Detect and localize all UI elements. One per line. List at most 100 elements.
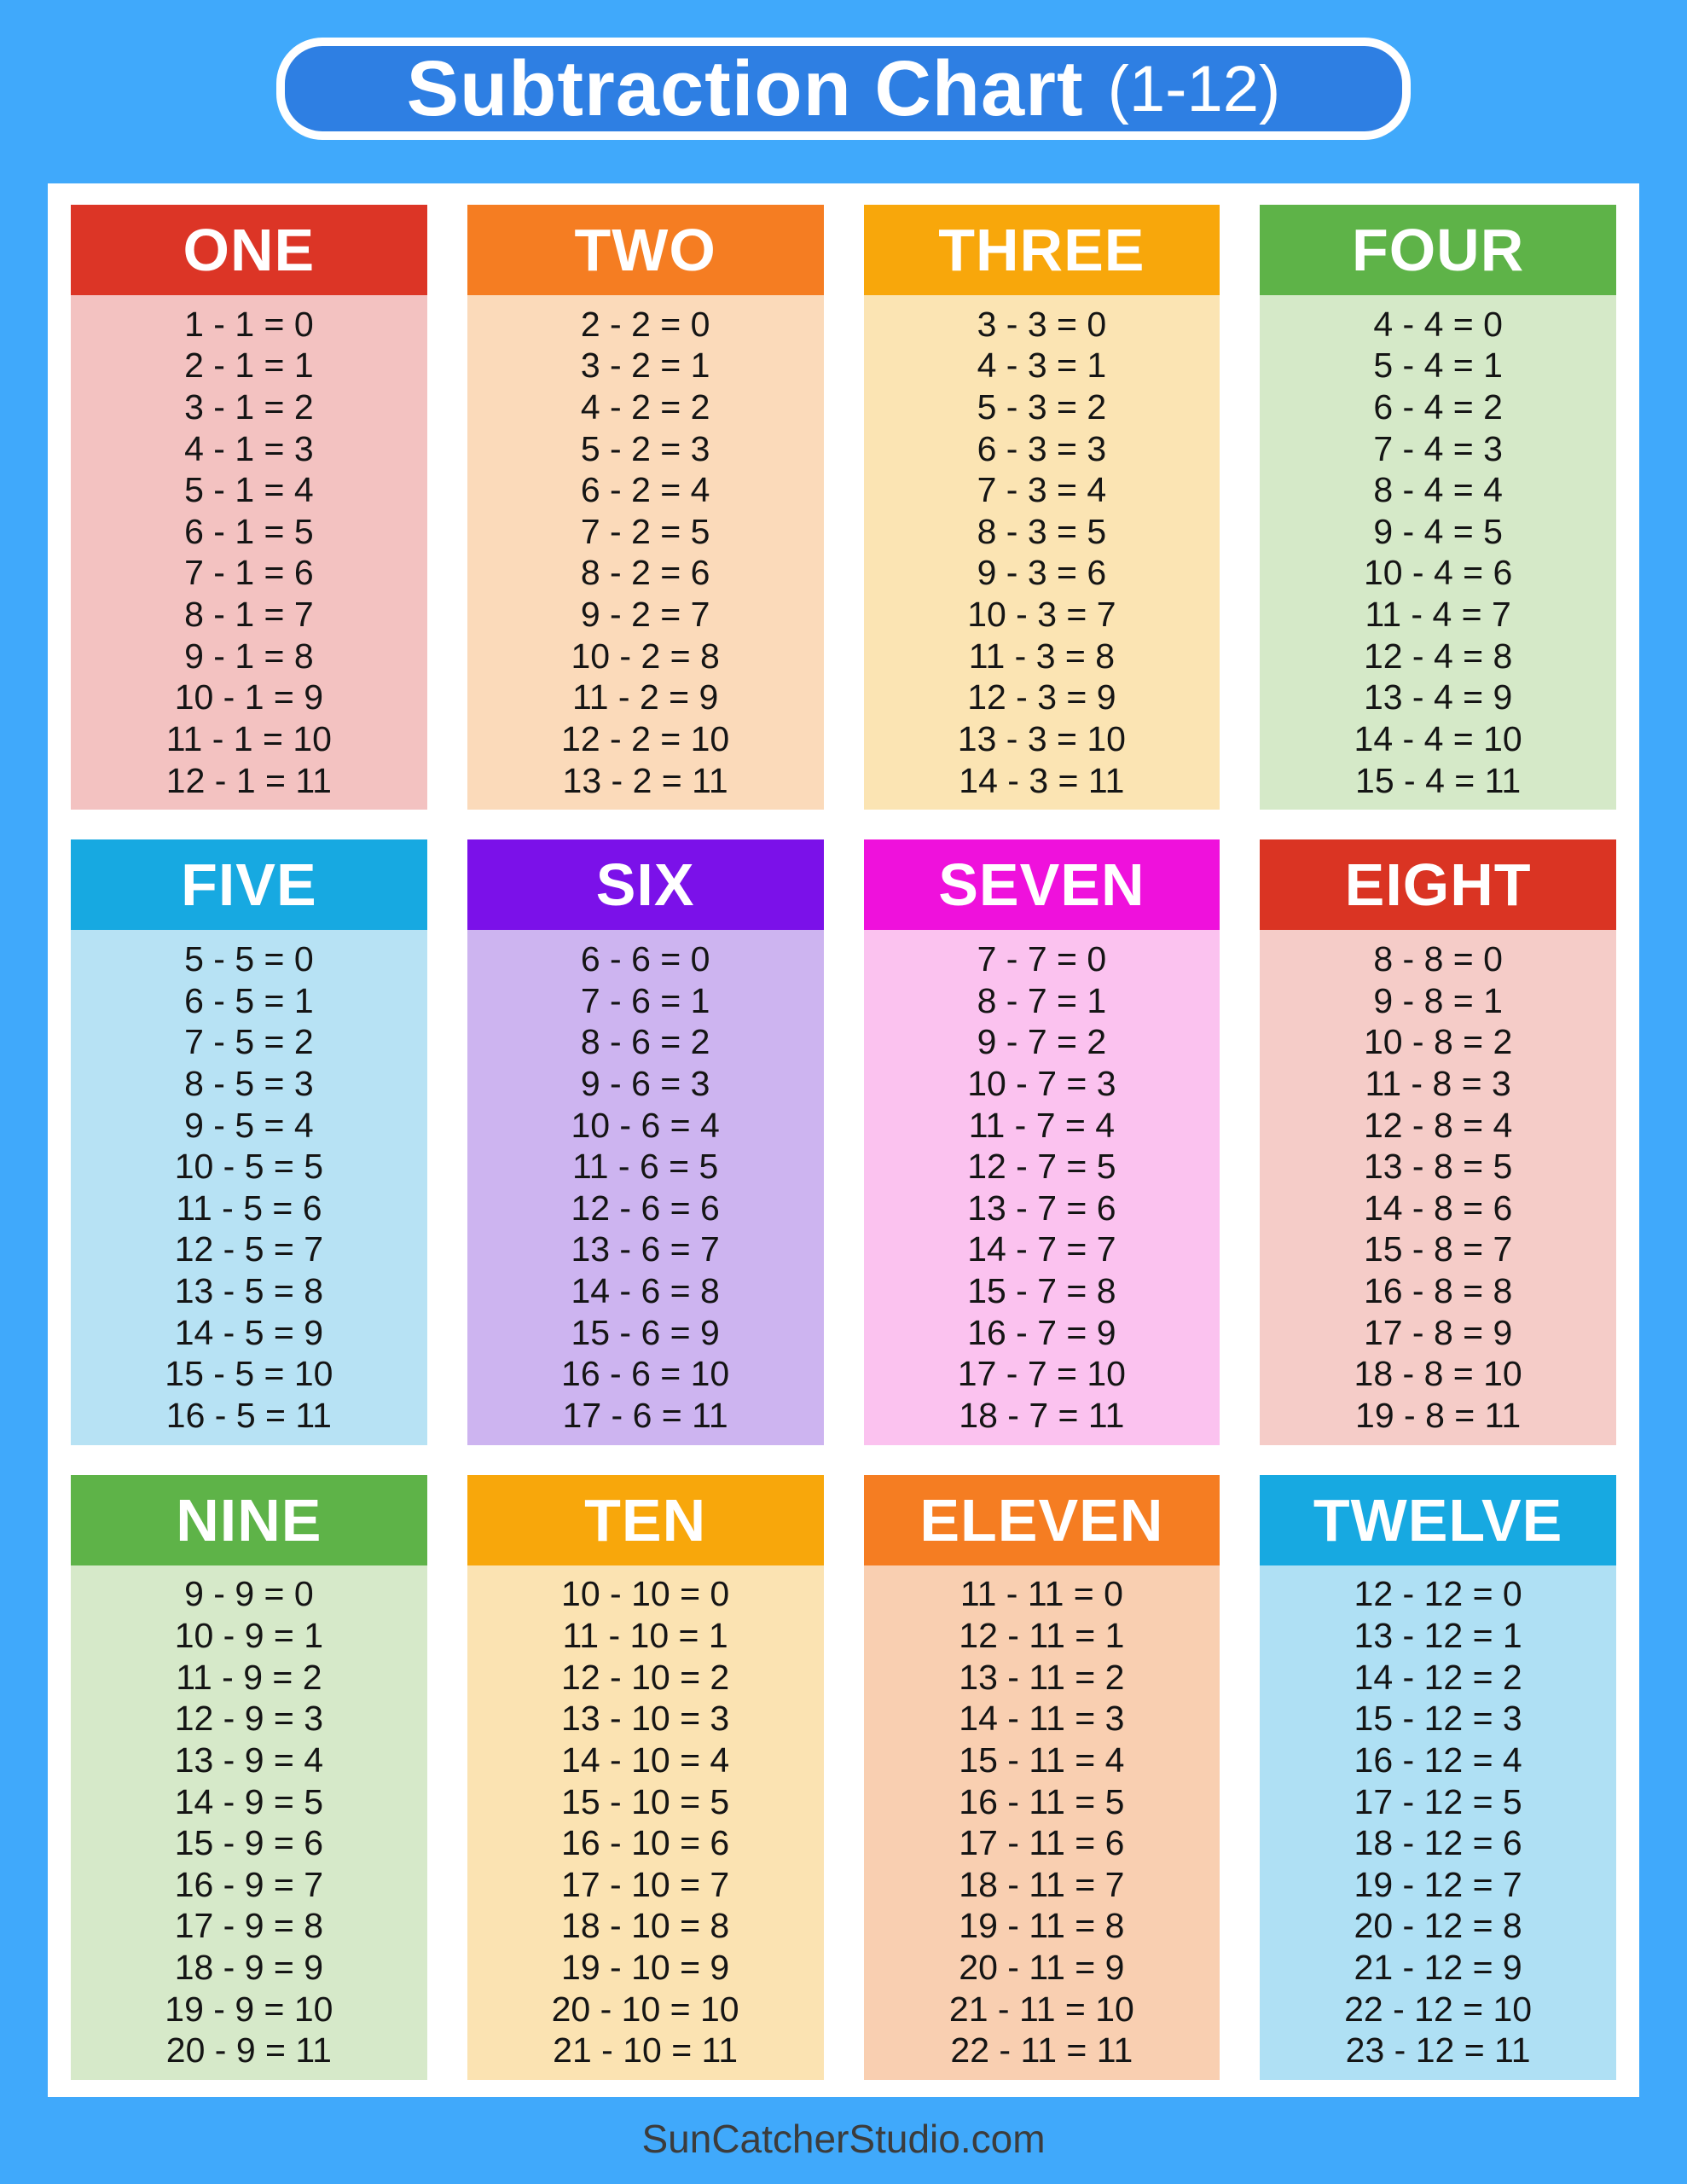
card-title-seven: SEVEN: [863, 839, 1220, 931]
equation: 17 - 10 = 7: [561, 1864, 730, 1904]
equation: 12 - 9 = 3: [174, 1699, 324, 1739]
equation: 7 - 4 = 3: [1373, 428, 1503, 468]
equation: 5 - 4 = 1: [1373, 346, 1503, 386]
equation: 17 - 9 = 8: [174, 1906, 324, 1946]
equation: 5 - 3 = 2: [977, 387, 1107, 427]
equation: 13 - 8 = 5: [1363, 1147, 1513, 1187]
equation: 9 - 2 = 7: [580, 595, 710, 635]
equation: 14 - 9 = 5: [174, 1781, 324, 1821]
card-nine: NINE 9 - 9 = 0 10 - 9 = 1 11 - 9 = 2 12 - 9 …: [71, 1474, 427, 2080]
equation: 9 - 7 = 2: [977, 1022, 1107, 1062]
equation: 7 - 5 = 2: [184, 1022, 314, 1062]
equation: 13 - 2 = 11: [562, 760, 728, 800]
equation: 17 - 11 = 6: [959, 1823, 1125, 1863]
equation: 10 - 4 = 6: [1363, 553, 1513, 593]
equation: 17 - 6 = 11: [562, 1395, 728, 1435]
equation: 12 - 6 = 6: [571, 1188, 720, 1228]
equation: 7 - 7 = 0: [977, 939, 1107, 979]
card-title-eleven: ELEVEN: [863, 1474, 1220, 1565]
equation: 12 - 10 = 2: [561, 1657, 730, 1697]
equation: 12 - 3 = 9: [967, 677, 1116, 717]
card-title-six: SIX: [467, 839, 824, 931]
equation: 3 - 2 = 1: [580, 346, 710, 386]
equation: 7 - 6 = 1: [580, 980, 710, 1020]
page-title-range: (1-12): [1107, 52, 1281, 125]
equation: 13 - 7 = 6: [967, 1188, 1116, 1228]
card-title-five: FIVE: [71, 839, 427, 931]
equation: 15 - 7 = 8: [967, 1271, 1116, 1310]
equation: 12 - 5 = 7: [174, 1229, 324, 1269]
equation: 4 - 1 = 3: [184, 428, 314, 468]
equation: 10 - 6 = 4: [571, 1105, 720, 1145]
equation: 12 - 11 = 1: [959, 1616, 1125, 1656]
equation: 11 - 10 = 1: [562, 1616, 728, 1656]
equation: 12 - 1 = 11: [165, 760, 332, 800]
equation: 18 - 10 = 8: [561, 1906, 730, 1946]
equation: 15 - 12 = 3: [1354, 1699, 1522, 1739]
equation: 19 - 9 = 10: [165, 1989, 333, 2029]
equation: 16 - 5 = 11: [165, 1395, 332, 1435]
equation: 11 - 8 = 3: [1365, 1063, 1511, 1103]
equation: 21 - 11 = 10: [948, 1989, 1134, 2029]
equation: 1 - 1 = 0: [184, 304, 314, 344]
equation: 9 - 4 = 5: [1373, 511, 1503, 551]
equation: 14 - 3 = 11: [959, 760, 1125, 800]
equation: 4 - 3 = 1: [977, 346, 1107, 386]
equation: 14 - 5 = 9: [174, 1312, 324, 1352]
equation: 13 - 11 = 2: [959, 1657, 1125, 1697]
equation: 12 - 4 = 8: [1363, 636, 1513, 676]
equation: 10 - 1 = 9: [174, 677, 324, 717]
equation: 16 - 8 = 8: [1363, 1271, 1513, 1310]
card-equations-eleven: 11 - 11 = 0 12 - 11 = 1 13 - 11 = 2 14 - 11…: [863, 1565, 1220, 2080]
equation: 7 - 3 = 4: [977, 470, 1107, 510]
equation: 11 - 4 = 7: [1365, 595, 1511, 635]
equation: 11 - 9 = 2: [176, 1657, 322, 1697]
equation: 8 - 3 = 5: [977, 511, 1107, 551]
card-title-two: TWO: [467, 205, 824, 295]
equation: 13 - 5 = 8: [174, 1271, 324, 1310]
equation: 10 - 3 = 7: [967, 595, 1116, 635]
equation: 21 - 12 = 9: [1354, 1947, 1522, 1987]
equation: 18 - 9 = 9: [174, 1947, 324, 1987]
equation: 11 - 6 = 5: [571, 1147, 719, 1187]
equation: 19 - 10 = 9: [561, 1947, 730, 1987]
equation: 10 - 9 = 1: [174, 1616, 324, 1656]
equation: 8 - 6 = 2: [580, 1022, 710, 1062]
equation: 2 - 2 = 0: [580, 304, 710, 344]
equation: 13 - 4 = 9: [1363, 677, 1513, 717]
equation: 6 - 4 = 2: [1373, 387, 1503, 427]
equation: 8 - 5 = 3: [184, 1063, 314, 1103]
equation: 8 - 4 = 4: [1373, 470, 1503, 510]
equation: 7 - 1 = 6: [184, 553, 314, 593]
equation: 8 - 2 = 6: [580, 553, 710, 593]
equation: 9 - 6 = 3: [580, 1063, 710, 1103]
equation: 18 - 12 = 6: [1354, 1823, 1522, 1863]
equation: 10 - 10 = 0: [561, 1574, 730, 1614]
equation: 10 - 5 = 5: [174, 1147, 324, 1187]
equation: 2 - 1 = 1: [184, 346, 314, 386]
equation: 13 - 10 = 3: [561, 1699, 730, 1739]
equation: 7 - 2 = 5: [580, 511, 710, 551]
equation: 10 - 7 = 3: [967, 1063, 1116, 1103]
equation: 20 - 10 = 10: [551, 1989, 739, 2029]
equation: 9 - 8 = 1: [1373, 980, 1503, 1020]
equation: 12 - 8 = 4: [1363, 1105, 1513, 1145]
equation: 8 - 1 = 7: [184, 595, 314, 635]
equation: 8 - 8 = 0: [1373, 939, 1503, 979]
equation: 20 - 11 = 9: [959, 1947, 1125, 1987]
card-title-nine: NINE: [71, 1474, 427, 1565]
card-ten: TEN 10 - 10 = 0 11 - 10 = 1 12 - 10 = 2 13 -…: [467, 1474, 824, 2080]
equation: 3 - 1 = 2: [184, 387, 314, 427]
equation: 19 - 8 = 11: [1355, 1395, 1522, 1435]
equation: 16 - 6 = 10: [561, 1354, 730, 1394]
